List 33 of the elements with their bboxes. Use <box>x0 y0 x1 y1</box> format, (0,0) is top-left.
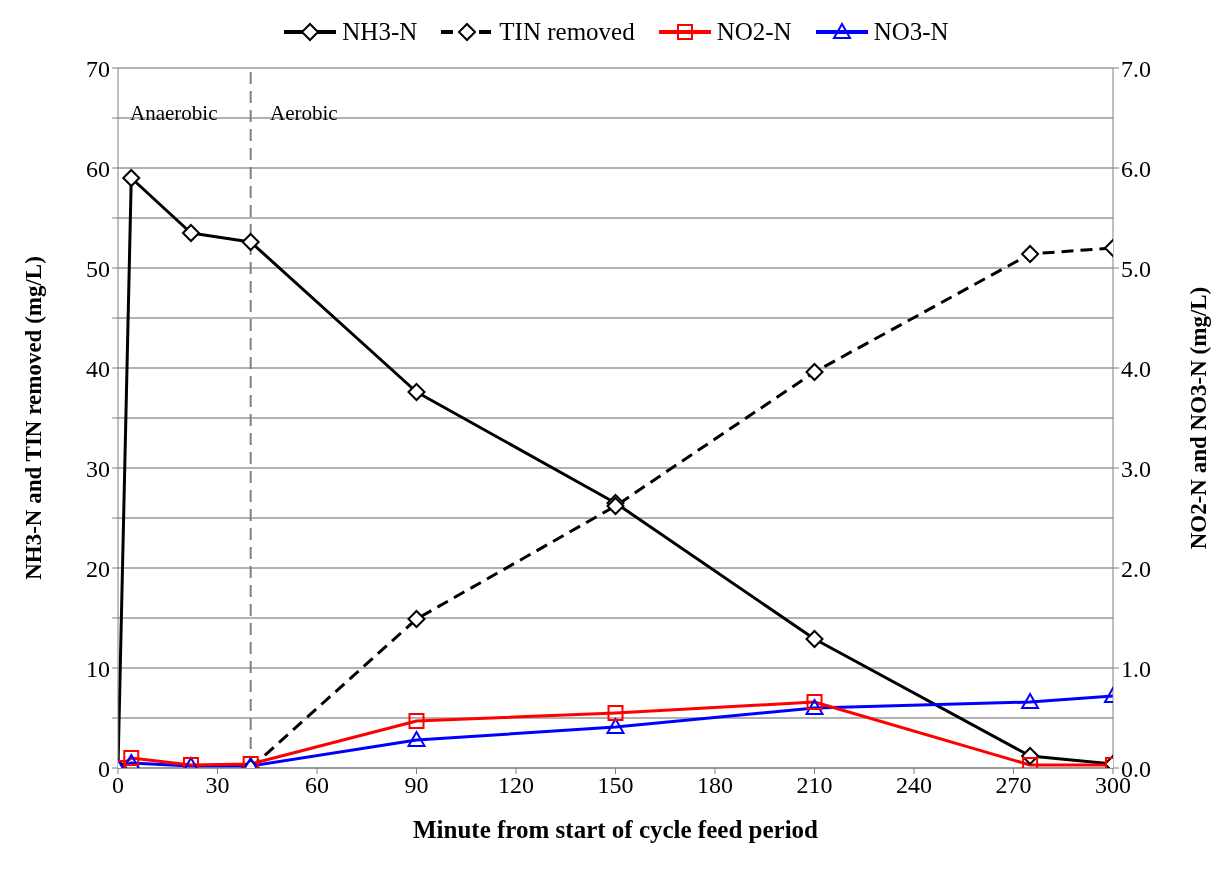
x-tick-label: 180 <box>697 772 733 799</box>
x-tick-label: 270 <box>995 772 1032 799</box>
x-tick-label: 30 <box>205 772 230 799</box>
y2-tick-label: 4.0 <box>1121 355 1151 382</box>
x-tick-label: 60 <box>305 772 329 799</box>
y2-tick-label: 2.0 <box>1121 555 1151 582</box>
y2-tick-label: 7.0 <box>1121 55 1151 82</box>
annotation: Aerobic <box>270 101 338 125</box>
y-tick-label: 0 <box>98 755 110 782</box>
y2-axis-title: NO2-N and NO3-N (mg/L) <box>1186 286 1212 550</box>
x-tick-label: 150 <box>597 772 634 799</box>
legend-label: TIN removed <box>498 18 635 46</box>
y2-tick-label: 1.0 <box>1121 655 1151 682</box>
legend-label: NO2-N <box>715 18 792 46</box>
y2-tick-label: 6.0 <box>1121 155 1151 182</box>
y-tick-label: 20 <box>86 555 110 582</box>
y-tick-label: 60 <box>86 155 110 182</box>
y-tick-label: 70 <box>86 55 110 82</box>
y2-tick-label: 3.0 <box>1121 455 1151 482</box>
y-tick-label: 30 <box>86 455 110 482</box>
y-axis-title: NH3-N and TIN removed (mg/L) <box>21 256 47 580</box>
y-tick-label: 10 <box>86 655 110 682</box>
x-tick-label: 90 <box>404 772 429 799</box>
x-tick-label: 240 <box>896 772 932 799</box>
y-tick-label: 40 <box>86 355 110 382</box>
x-axis-title: Minute from start of cycle feed period <box>413 816 819 843</box>
x-tick-label: 120 <box>498 772 534 799</box>
x-tick-label: 210 <box>796 772 833 799</box>
annotation: Anaerobic <box>130 101 218 125</box>
legend-label: NO3-N <box>872 18 949 46</box>
y-tick-label: 50 <box>86 255 110 282</box>
y2-tick-label: 5.0 <box>1121 255 1151 282</box>
legend-label: NH3-N <box>341 18 418 46</box>
